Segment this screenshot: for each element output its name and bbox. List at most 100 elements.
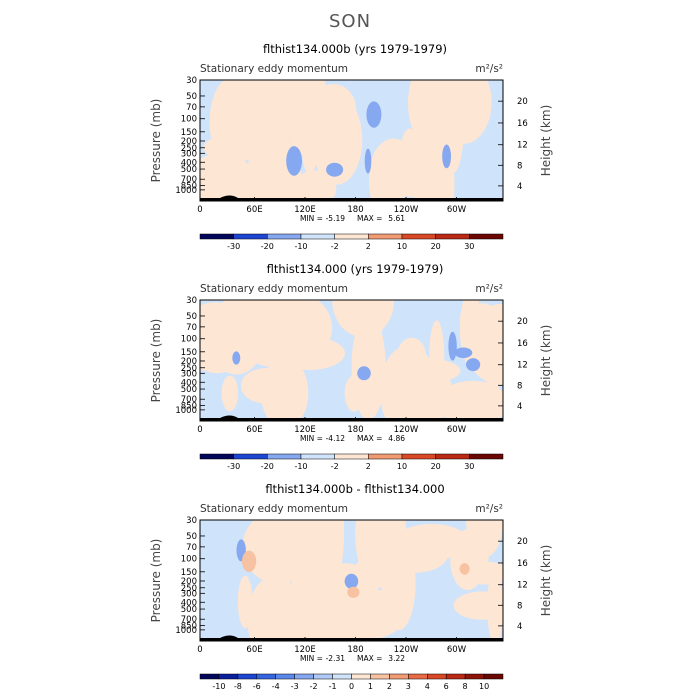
colorbar-box xyxy=(233,453,268,460)
chart-panel-1: flthist134.000b (yrs 1979-1979) Stationar… xyxy=(149,42,553,251)
positive-region xyxy=(277,520,300,583)
positive-region xyxy=(381,537,416,631)
y-right-tick-label: 8 xyxy=(517,161,522,171)
y-tick-label: 150 xyxy=(181,348,197,358)
y-tick-label: 50 xyxy=(186,532,197,542)
colorbar-box xyxy=(218,673,239,680)
panel-title: flthist134.000 (yrs 1979-1979) xyxy=(267,262,444,276)
min-value: -4.12 xyxy=(326,434,346,443)
y-tick-label: 500 xyxy=(181,605,197,615)
x-tick-label: 120W xyxy=(394,425,419,435)
topography-peak xyxy=(220,415,238,418)
plot-frame xyxy=(199,79,504,202)
colorbar-label: 20 xyxy=(431,462,441,471)
positive-region xyxy=(310,84,357,135)
x-tick-label: 60W xyxy=(447,205,467,215)
y-tick-label: 300 xyxy=(181,589,197,599)
positive-region xyxy=(237,575,253,629)
y-right-axis-label: Height (km) xyxy=(539,545,553,616)
colorbar-box xyxy=(370,673,390,680)
y-tick-label: 700 xyxy=(181,395,197,405)
colorbar-box xyxy=(256,673,276,680)
extreme-region xyxy=(357,366,371,381)
y-tick-label: 500 xyxy=(181,385,197,395)
y-tick-label: 50 xyxy=(186,312,197,322)
colorbar-box xyxy=(237,673,258,680)
x-tick-label: 0 xyxy=(197,205,202,215)
panel-title: flthist134.000b (yrs 1979-1979) xyxy=(263,42,447,56)
colorbar-box xyxy=(275,673,295,680)
colorbar: -30 -20 -10 -2 2 10 20 30 xyxy=(199,233,504,251)
extreme-region xyxy=(448,331,457,361)
colorbar-box xyxy=(267,453,302,460)
extreme-region xyxy=(364,148,372,174)
y-tick-label: 100 xyxy=(181,555,197,565)
positive-region xyxy=(429,320,445,395)
colorbar-box xyxy=(483,673,504,680)
colorbar-label: -10 xyxy=(294,462,307,471)
max-value: 4.86 xyxy=(388,434,405,443)
colorbar-box xyxy=(435,233,470,240)
colorbar-label: 4 xyxy=(425,682,430,691)
colorbar-label: -20 xyxy=(261,242,274,251)
y-tick-label: 250 xyxy=(181,584,197,594)
y-tick-label: 200 xyxy=(181,577,197,587)
y-tick-label: 1000 xyxy=(175,186,197,196)
extreme-region xyxy=(442,144,451,169)
colorbar-box xyxy=(199,453,234,460)
units-label: m²/s² xyxy=(475,503,503,515)
colorbar-box xyxy=(469,233,504,240)
colorbar-box xyxy=(267,233,302,240)
colorbar-box xyxy=(300,233,335,240)
y-tick-label: 100 xyxy=(181,115,197,125)
y-tick-label: 400 xyxy=(181,158,197,168)
y-tick-label: 400 xyxy=(181,378,197,388)
y-right-tick-label: 16 xyxy=(517,559,528,569)
positive-region xyxy=(436,80,492,144)
y-right-tick-label: 4 xyxy=(517,402,522,412)
colorbar-label: 30 xyxy=(464,242,474,251)
colorbar-box xyxy=(199,233,234,240)
colorbar-box xyxy=(464,673,485,680)
max-label: MAX = xyxy=(357,434,382,443)
contour-field xyxy=(200,300,503,421)
extreme-region xyxy=(242,550,257,572)
surface-topography xyxy=(200,638,503,641)
units-label: m²/s² xyxy=(475,283,503,295)
panel-title: flthist134.000b - flthist134.000 xyxy=(265,482,444,496)
min-label: MIN = xyxy=(300,434,323,443)
colorbar-label: 6 xyxy=(444,682,449,691)
y-tick-label: 500 xyxy=(181,165,197,175)
x-tick-label: 180 xyxy=(347,645,363,655)
extreme-region xyxy=(454,347,473,359)
max-value: 5.61 xyxy=(388,214,405,223)
y-tick-label: 1000 xyxy=(175,626,197,636)
extreme-region xyxy=(466,358,481,372)
y-tick-label: 1000 xyxy=(175,406,197,416)
colorbar-label: 0 xyxy=(349,682,354,691)
colorbar-label: 1 xyxy=(368,682,373,691)
colorbar-label: -6 xyxy=(253,682,261,691)
max-value: 3.22 xyxy=(388,654,405,663)
y-tick-label: 70 xyxy=(186,543,197,553)
y-tick-label: 150 xyxy=(181,568,197,578)
plot-frame xyxy=(199,299,504,422)
y-tick-label: 30 xyxy=(186,76,197,86)
extreme-region xyxy=(326,162,344,177)
colorbar-label: 10 xyxy=(479,682,489,691)
positive-region xyxy=(200,153,258,201)
colorbar-label: 30 xyxy=(464,462,474,471)
positive-region xyxy=(371,138,416,201)
min-value: -5.19 xyxy=(326,214,346,223)
x-tick-label: 180 xyxy=(347,425,363,435)
y-tick-label: 100 xyxy=(181,335,197,345)
colorbar-box xyxy=(427,673,447,680)
x-tick-label: 120W xyxy=(394,205,419,215)
colorbar-box xyxy=(401,233,436,240)
extreme-region xyxy=(344,573,359,589)
y-right-tick-label: 4 xyxy=(517,622,522,632)
y-right-tick-label: 12 xyxy=(517,141,528,151)
colorbar-label: -2 xyxy=(331,462,339,471)
y-tick-label: 700 xyxy=(181,615,197,625)
positive-region xyxy=(295,553,340,641)
